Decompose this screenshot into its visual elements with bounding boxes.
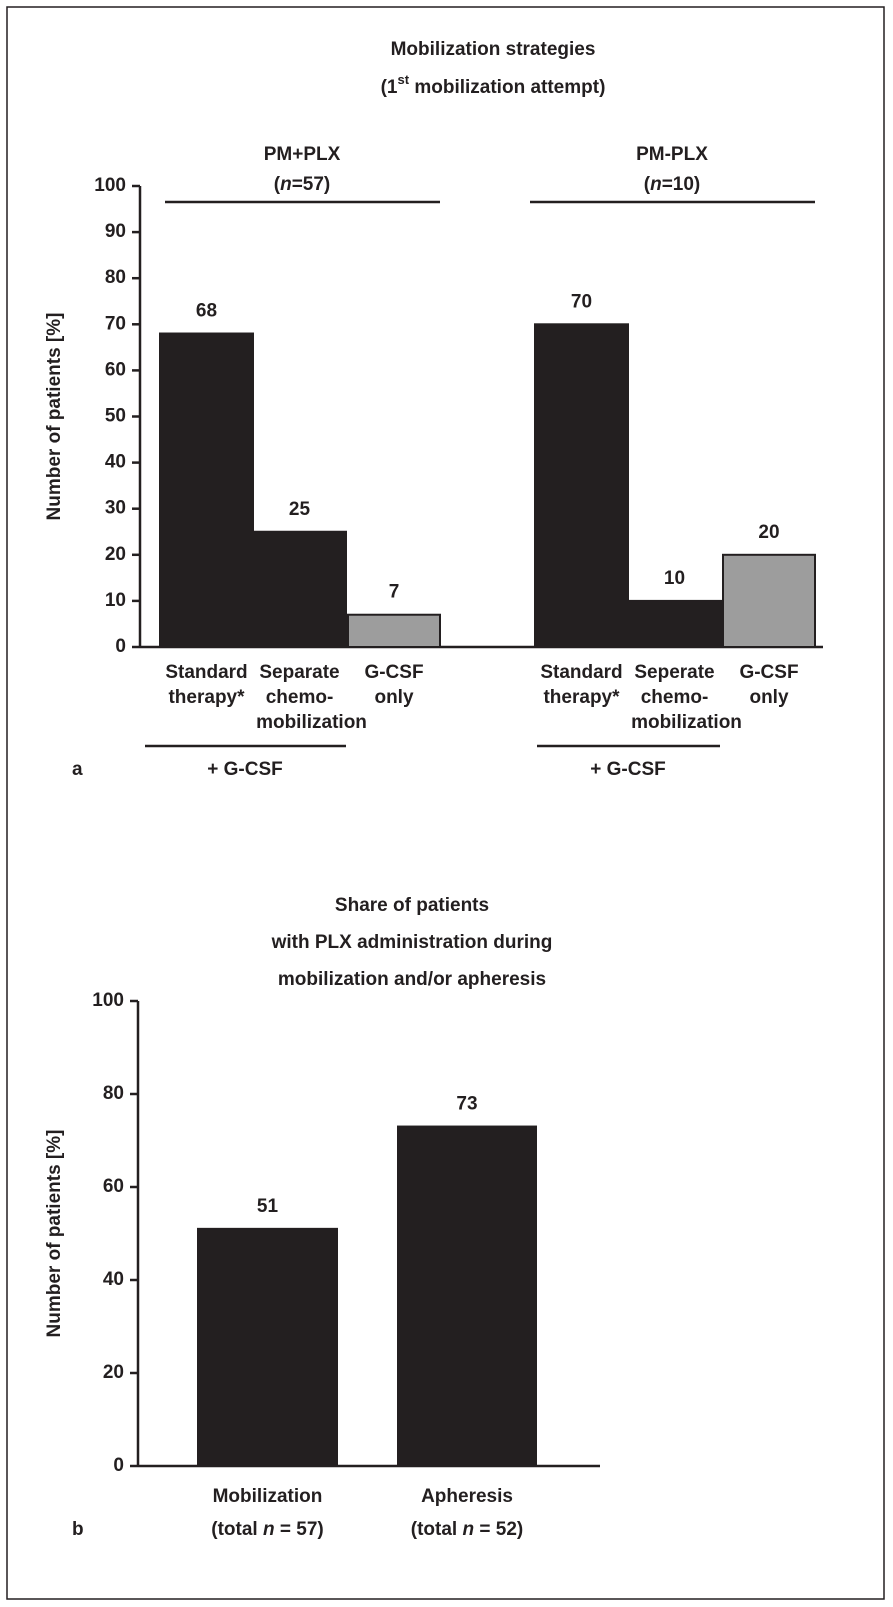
chart-subtitle-part: (1: [381, 77, 398, 98]
x-tick-label: Standard: [540, 662, 622, 683]
x-tick-label: therapy*: [543, 687, 620, 708]
bar: [252, 530, 347, 648]
x-tick-sublabel: (total n = 57): [211, 1519, 323, 1540]
panel-label: a: [72, 759, 83, 780]
group-n-part: n: [650, 174, 662, 195]
value-label: 70: [571, 291, 592, 312]
x-tick-label: chemo-: [641, 687, 709, 708]
y-tick-label: 30: [105, 498, 126, 519]
chart-title: mobilization and/or apheresis: [278, 969, 546, 990]
y-tick-label: 100: [94, 175, 126, 196]
y-tick-label: 50: [105, 406, 126, 427]
y-tick-label: 0: [113, 1455, 124, 1476]
x-tick-label: therapy*: [168, 687, 245, 708]
annotation: + G-CSF: [590, 759, 665, 780]
y-tick-label: 80: [105, 267, 126, 288]
x-tick-label: Standard: [165, 662, 247, 683]
value-label: 68: [196, 301, 217, 322]
value-label: 20: [758, 522, 779, 543]
y-tick-label: 40: [105, 452, 126, 473]
chart-title: Share of patients: [335, 895, 489, 916]
group-n-part: (: [274, 174, 281, 195]
chart-subtitle-part: mobilization attempt): [409, 77, 605, 98]
chart-subtitle: (1st mobilization attempt): [381, 72, 606, 98]
frame: [6, 6, 885, 1600]
bar: [159, 332, 254, 648]
x-tick-label: G-CSF: [739, 662, 798, 683]
x-tick-sublabel-part: = 52): [474, 1519, 523, 1540]
bar: [627, 599, 722, 649]
bar: [534, 323, 629, 648]
chart-title: with PLX administration during: [271, 932, 553, 953]
bar: [347, 613, 441, 648]
y-tick-label: 100: [92, 990, 124, 1011]
y-tick-label: 20: [103, 1362, 124, 1383]
y-tick-label: 20: [105, 544, 126, 565]
x-tick-sublabel-part: n: [263, 1519, 275, 1540]
x-tick-sublabel: (total n = 52): [411, 1519, 523, 1540]
group-n-part: =57): [292, 174, 331, 195]
value-label: 73: [456, 1094, 477, 1115]
chart-title: Mobilization strategies: [391, 39, 596, 60]
y-axis-label: Number of patients [%]: [44, 1130, 65, 1338]
bar: [197, 1227, 338, 1467]
group-n-part: =10): [662, 174, 701, 195]
value-label: 25: [289, 499, 311, 520]
value-label: 10: [664, 568, 685, 589]
y-tick-label: 80: [103, 1083, 124, 1104]
group-label: PM+PLX: [264, 144, 341, 165]
group-label: PM-PLX: [636, 144, 708, 165]
annotation: + G-CSF: [207, 759, 282, 780]
y-tick-label: 60: [103, 1176, 124, 1197]
group-n: (n=10): [644, 174, 701, 195]
x-tick-label: Separate: [259, 662, 339, 683]
value-label: 7: [389, 582, 400, 603]
x-tick-label: Seperate: [634, 662, 714, 683]
x-tick-sublabel-part: n: [462, 1519, 474, 1540]
y-tick-label: 60: [105, 359, 126, 380]
x-tick-label: Apheresis: [421, 1486, 513, 1507]
y-tick-label: 0: [115, 636, 126, 657]
bar: [397, 1125, 537, 1468]
bar: [722, 553, 816, 648]
y-tick-label: 10: [105, 590, 126, 611]
x-tick-label: only: [374, 687, 413, 708]
group-n-part: (: [644, 174, 651, 195]
panel-label: b: [72, 1519, 84, 1540]
y-tick-label: 40: [103, 1269, 124, 1290]
y-axis-label: Number of patients [%]: [44, 313, 65, 521]
x-tick-label: mobilization: [256, 712, 367, 733]
x-tick-label: G-CSF: [364, 662, 423, 683]
x-tick-label: Mobilization: [213, 1486, 323, 1507]
x-tick-label: only: [749, 687, 788, 708]
group-n: (n=57): [274, 174, 331, 195]
x-tick-label: mobilization: [631, 712, 742, 733]
chart-subtitle-part: st: [398, 72, 410, 87]
y-tick-label: 90: [105, 221, 126, 242]
value-label: 51: [257, 1196, 279, 1217]
x-tick-sublabel-part: (total: [411, 1519, 463, 1540]
group-n-part: n: [280, 174, 292, 195]
x-tick-sublabel-part: (total: [211, 1519, 263, 1540]
y-tick-label: 70: [105, 313, 126, 334]
x-tick-label: chemo-: [266, 687, 334, 708]
x-tick-sublabel-part: = 57): [275, 1519, 324, 1540]
